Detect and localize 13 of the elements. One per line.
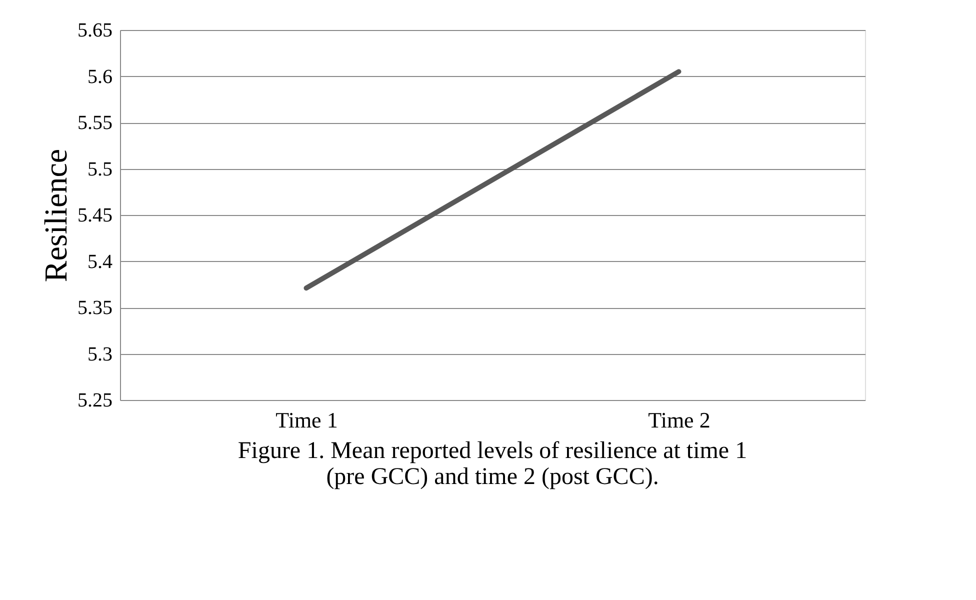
x-tick-label: Time 1 [276,408,338,432]
y-tick-label: 5.35 [78,297,112,319]
y-tick-label: 5.4 [88,250,112,273]
y-tick-label: 5.25 [78,390,112,412]
y-tick-label: 5.3 [88,343,112,366]
y-tick-label: 5.45 [78,204,112,226]
y-tick-label: 5.6 [88,66,112,88]
y-tick-label: 5.5 [88,158,112,180]
y-axis-title: Resilience [38,148,74,282]
y-tick-label: 5.55 [78,112,112,134]
caption: Figure 1. Mean reported levels of resilience at time 1 (pre GCC) and time 2 (post GCC). [238,438,748,490]
x-tick-label: Time 2 [648,408,710,432]
y-tick-label: 5.65 [78,20,112,42]
